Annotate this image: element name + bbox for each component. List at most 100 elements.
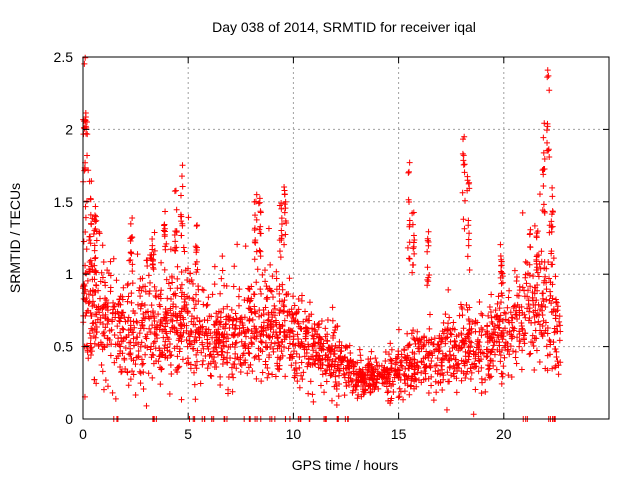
data-point [459, 305, 466, 312]
data-point [191, 369, 198, 376]
data-point [533, 233, 540, 240]
data-point [264, 374, 271, 381]
data-point [198, 324, 205, 331]
data-point [142, 333, 149, 340]
data-point [368, 348, 375, 355]
data-point [479, 312, 486, 319]
data-point [439, 362, 446, 369]
data-point [424, 264, 431, 271]
data-point [86, 268, 93, 275]
data-point [395, 348, 402, 355]
data-point [466, 185, 473, 192]
data-point [542, 303, 549, 310]
data-point [526, 351, 533, 358]
data-point [527, 243, 534, 250]
data-point [167, 361, 174, 368]
data-point [276, 237, 283, 244]
data-point [140, 360, 147, 367]
data-point [194, 222, 201, 229]
data-point [547, 341, 554, 348]
data-point [423, 362, 430, 369]
data-point [82, 214, 89, 221]
data-point [544, 325, 551, 331]
data-point [372, 355, 379, 362]
data-point [413, 362, 420, 369]
data-point [211, 354, 218, 361]
data-point [139, 361, 146, 368]
data-point [149, 261, 156, 268]
data-point [117, 293, 124, 300]
data-point [247, 361, 254, 368]
data-point [425, 339, 432, 346]
data-point [425, 390, 432, 397]
data-point [251, 256, 258, 263]
data-point [128, 250, 135, 257]
data-point [209, 291, 216, 298]
data-point [277, 254, 284, 261]
data-point [88, 220, 95, 227]
data-point [228, 364, 235, 371]
data-point [217, 290, 224, 297]
data-point [122, 366, 129, 373]
data-point [461, 225, 468, 232]
data-point [539, 207, 546, 214]
data-point [384, 376, 391, 383]
data-point [88, 348, 95, 355]
data-point [158, 259, 165, 266]
data-point [541, 265, 548, 272]
data-point [450, 319, 457, 326]
data-point [521, 335, 528, 342]
data-point [219, 348, 226, 355]
data-point [303, 346, 310, 353]
y-tick-label: 0.5 [54, 339, 74, 355]
data-point [103, 296, 110, 303]
data-point [446, 348, 453, 355]
data-point [153, 294, 160, 301]
data-point [256, 226, 263, 233]
data-point [540, 149, 547, 156]
data-point [267, 261, 274, 268]
data-point [166, 348, 173, 355]
data-point [90, 333, 97, 340]
data-point [255, 352, 262, 359]
data-point [507, 309, 514, 316]
data-point [298, 372, 305, 379]
data-point [548, 300, 555, 307]
data-point [181, 248, 188, 255]
data-point [410, 245, 417, 252]
data-point [224, 355, 231, 362]
data-point [127, 256, 134, 263]
data-point [487, 308, 494, 315]
data-point [281, 201, 288, 208]
data-point [486, 363, 493, 370]
data-point [115, 300, 122, 307]
data-point [537, 327, 544, 334]
data-point [453, 375, 460, 382]
data-point [459, 150, 466, 157]
data-point [498, 269, 505, 276]
data-point [233, 365, 240, 372]
data-point [507, 343, 514, 350]
data-point [256, 356, 263, 363]
data-point [545, 72, 552, 79]
data-point [533, 335, 540, 342]
data-point [208, 373, 215, 380]
data-point [224, 303, 231, 310]
data-point [93, 217, 100, 224]
data-point [332, 358, 339, 365]
data-point [296, 384, 303, 391]
data-point [392, 361, 399, 368]
data-point [442, 340, 449, 347]
data-point [139, 317, 146, 324]
data-point [489, 334, 496, 341]
data-point [357, 376, 364, 383]
data-point [540, 134, 547, 141]
data-point [550, 339, 557, 346]
data-point [135, 347, 142, 354]
data-point [192, 261, 199, 268]
data-point [367, 389, 374, 396]
data-point [494, 322, 501, 329]
data-point [127, 220, 134, 227]
data-point [127, 376, 134, 383]
data-point [174, 285, 181, 292]
